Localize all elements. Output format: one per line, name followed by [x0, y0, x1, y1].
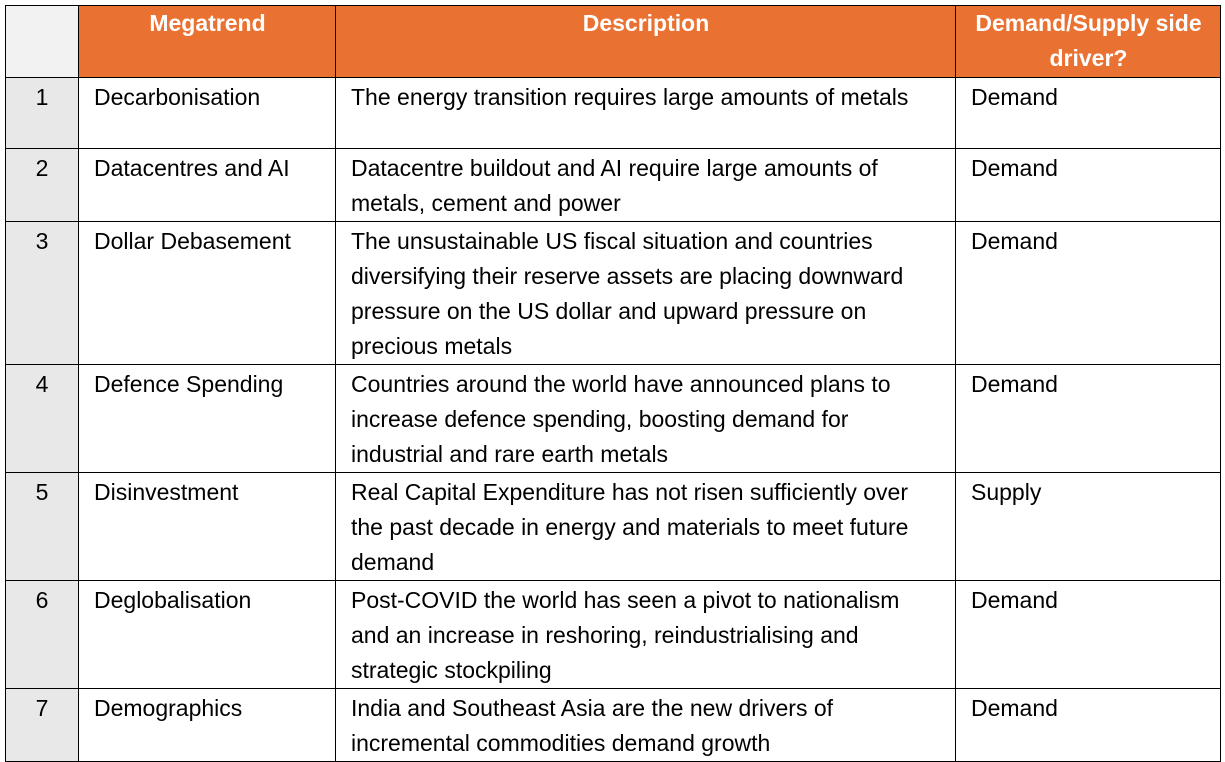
description: Real Capital Expenditure has not risen s… — [335, 472, 956, 581]
table-row: 5 Disinvestment Real Capital Expenditure h… — [5, 472, 1221, 581]
row-number: 7 — [5, 688, 79, 762]
description: The unsustainable US fiscal situation an… — [335, 221, 956, 365]
megatrend-table: Megatrend Description Demand/Supply side d… — [5, 5, 1221, 762]
driver: Demand — [955, 364, 1221, 473]
row-number: 6 — [5, 580, 79, 689]
driver: Demand — [955, 688, 1221, 762]
table-row: 2 Datacentres and AI Datacentre buildout a… — [5, 148, 1221, 222]
row-number: 2 — [5, 148, 79, 222]
row-number: 4 — [5, 364, 79, 473]
table-row: 4 Defence Spending Countries around the wo… — [5, 364, 1221, 473]
table-row: 1 Decarbonisation The energy transition re… — [5, 77, 1221, 149]
megatrend: Deglobalisation — [78, 580, 336, 689]
column-header: Demand/Supply side driver? — [955, 5, 1221, 78]
megatrend: Datacentres and AI — [78, 148, 336, 222]
column-header: Description — [335, 5, 956, 78]
table-body: Megatrend Description Demand/Supply side d… — [5, 5, 1221, 762]
driver: Demand — [955, 580, 1221, 689]
table-row: 7 Demographics India and Southeast Asia ar… — [5, 688, 1221, 762]
column-header: Megatrend — [78, 5, 336, 78]
description: India and Southeast Asia are the new dri… — [335, 688, 956, 762]
megatrend: Defence Spending — [78, 364, 336, 473]
row-number: 5 — [5, 472, 79, 581]
driver: Supply — [955, 472, 1221, 581]
megatrend: Decarbonisation — [78, 77, 336, 149]
description: Datacentre buildout and AI require large… — [335, 148, 956, 222]
table-row: 6 Deglobalisation Post-COVID the world has… — [5, 580, 1221, 689]
description: Post-COVID the world has seen a pivot to… — [335, 580, 956, 689]
driver: Demand — [955, 148, 1221, 222]
description: Countries around the world have announce… — [335, 364, 956, 473]
megatrend: Disinvestment — [78, 472, 336, 581]
megatrend: Dollar Debasement — [78, 221, 336, 365]
row-number: 3 — [5, 221, 79, 365]
megatrend: Demographics — [78, 688, 336, 762]
row-number: 1 — [5, 77, 79, 149]
table-row: 3 Dollar Debasement The unsustainable US f… — [5, 221, 1221, 365]
corner-cell — [5, 5, 79, 78]
header-row: Megatrend Description Demand/Supply side d… — [5, 5, 1221, 78]
driver: Demand — [955, 221, 1221, 365]
driver: Demand — [955, 77, 1221, 149]
description: The energy transition requires large amo… — [335, 77, 956, 149]
